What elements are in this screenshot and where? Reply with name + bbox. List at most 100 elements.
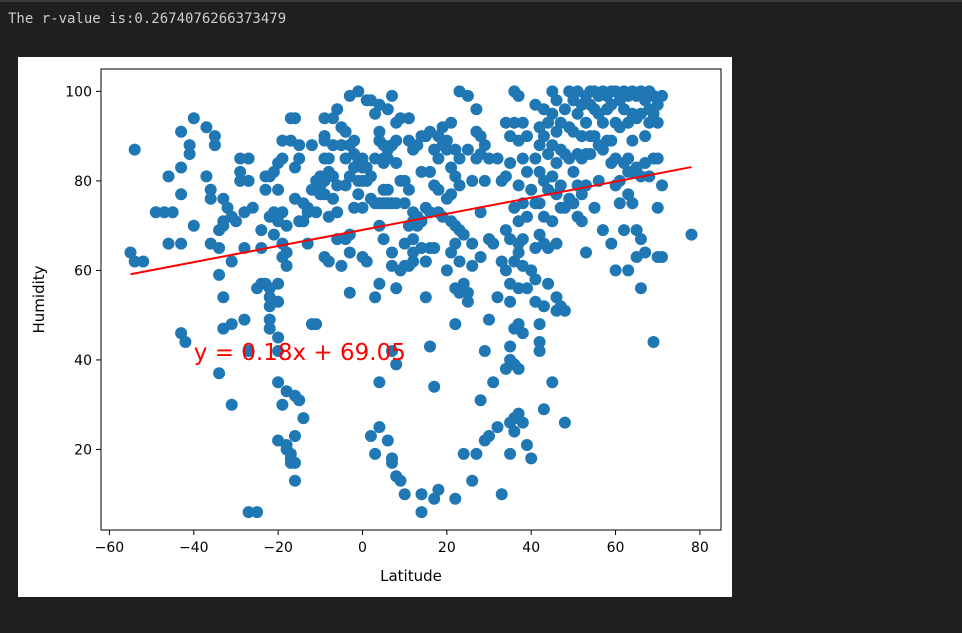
data-point (322, 255, 335, 268)
cell-top-border (0, 0, 962, 2)
data-point (516, 327, 529, 340)
data-point (609, 264, 622, 277)
data-point (238, 313, 251, 326)
data-point (525, 452, 538, 465)
data-point (343, 286, 356, 299)
data-point (651, 116, 664, 129)
data-point (453, 255, 466, 268)
data-point (280, 219, 293, 232)
data-point (124, 246, 137, 259)
data-point (478, 345, 491, 357)
data-point (293, 152, 306, 165)
data-point (499, 224, 512, 237)
data-point (381, 103, 394, 116)
data-point (272, 376, 285, 389)
data-point (356, 152, 369, 165)
data-point (204, 192, 217, 205)
data-point (453, 179, 466, 192)
data-point (483, 430, 495, 442)
data-point (461, 143, 474, 156)
data-point (474, 130, 487, 143)
data-point (533, 345, 546, 357)
data-point (327, 170, 339, 183)
data-point (424, 206, 436, 219)
data-point (200, 121, 213, 134)
data-point (276, 206, 289, 219)
data-point (386, 456, 398, 469)
data-point (386, 345, 398, 357)
data-point (449, 237, 462, 250)
data-point (419, 255, 432, 268)
data-point (369, 291, 382, 304)
y-tick-label: 100 (65, 84, 92, 100)
data-point (575, 98, 588, 111)
data-point (183, 148, 196, 160)
data-point (280, 246, 293, 259)
data-point (575, 130, 588, 143)
data-point (318, 112, 331, 125)
data-point (208, 130, 221, 143)
data-point (487, 237, 500, 250)
data-point (512, 179, 525, 192)
data-point (280, 259, 293, 272)
y-tick-label: 40 (74, 353, 92, 369)
data-point (386, 89, 398, 102)
data-point (267, 206, 280, 219)
data-point (466, 474, 479, 487)
data-point (217, 219, 230, 232)
data-point (179, 336, 192, 348)
data-point (588, 130, 601, 143)
data-point (512, 89, 525, 102)
data-point (348, 201, 361, 214)
data-point (470, 447, 483, 460)
data-point (327, 139, 339, 152)
data-point (639, 246, 652, 259)
data-point (289, 112, 301, 125)
data-point (213, 367, 226, 380)
data-point (272, 183, 285, 196)
data-point (508, 425, 521, 438)
data-point (356, 201, 369, 214)
data-point (310, 318, 323, 331)
data-point (445, 246, 458, 259)
y-ticks: 20 40 60 80 100 (65, 84, 101, 458)
data-point (221, 201, 234, 214)
data-point (449, 143, 462, 156)
data-point (470, 103, 483, 116)
data-point (246, 201, 259, 214)
data-point (297, 215, 310, 228)
data-point (242, 345, 255, 357)
data-point (390, 358, 403, 371)
data-point (622, 264, 635, 277)
data-point (504, 447, 517, 460)
data-point (487, 376, 500, 389)
data-point (643, 170, 656, 183)
data-point (348, 161, 361, 174)
data-point (478, 139, 491, 152)
data-point (512, 246, 525, 259)
data-point (656, 179, 668, 192)
data-point (394, 112, 407, 125)
data-point (407, 255, 420, 268)
data-point (183, 139, 196, 152)
data-point (187, 219, 200, 232)
data-point (327, 192, 339, 205)
data-point (390, 282, 403, 295)
data-point (386, 246, 398, 259)
data-point (512, 362, 525, 375)
data-point (225, 255, 238, 268)
data-point (516, 416, 529, 429)
x-tick-label: 0 (358, 540, 367, 556)
data-point (567, 197, 580, 210)
data-point (267, 228, 280, 241)
data-point (213, 268, 226, 281)
data-point (605, 134, 618, 147)
data-point (276, 398, 289, 411)
data-point (651, 152, 664, 165)
data-point (339, 125, 352, 138)
data-point (318, 130, 331, 143)
data-point (491, 291, 504, 304)
data-point (360, 255, 373, 268)
data-point (398, 197, 411, 210)
data-point (402, 112, 415, 125)
